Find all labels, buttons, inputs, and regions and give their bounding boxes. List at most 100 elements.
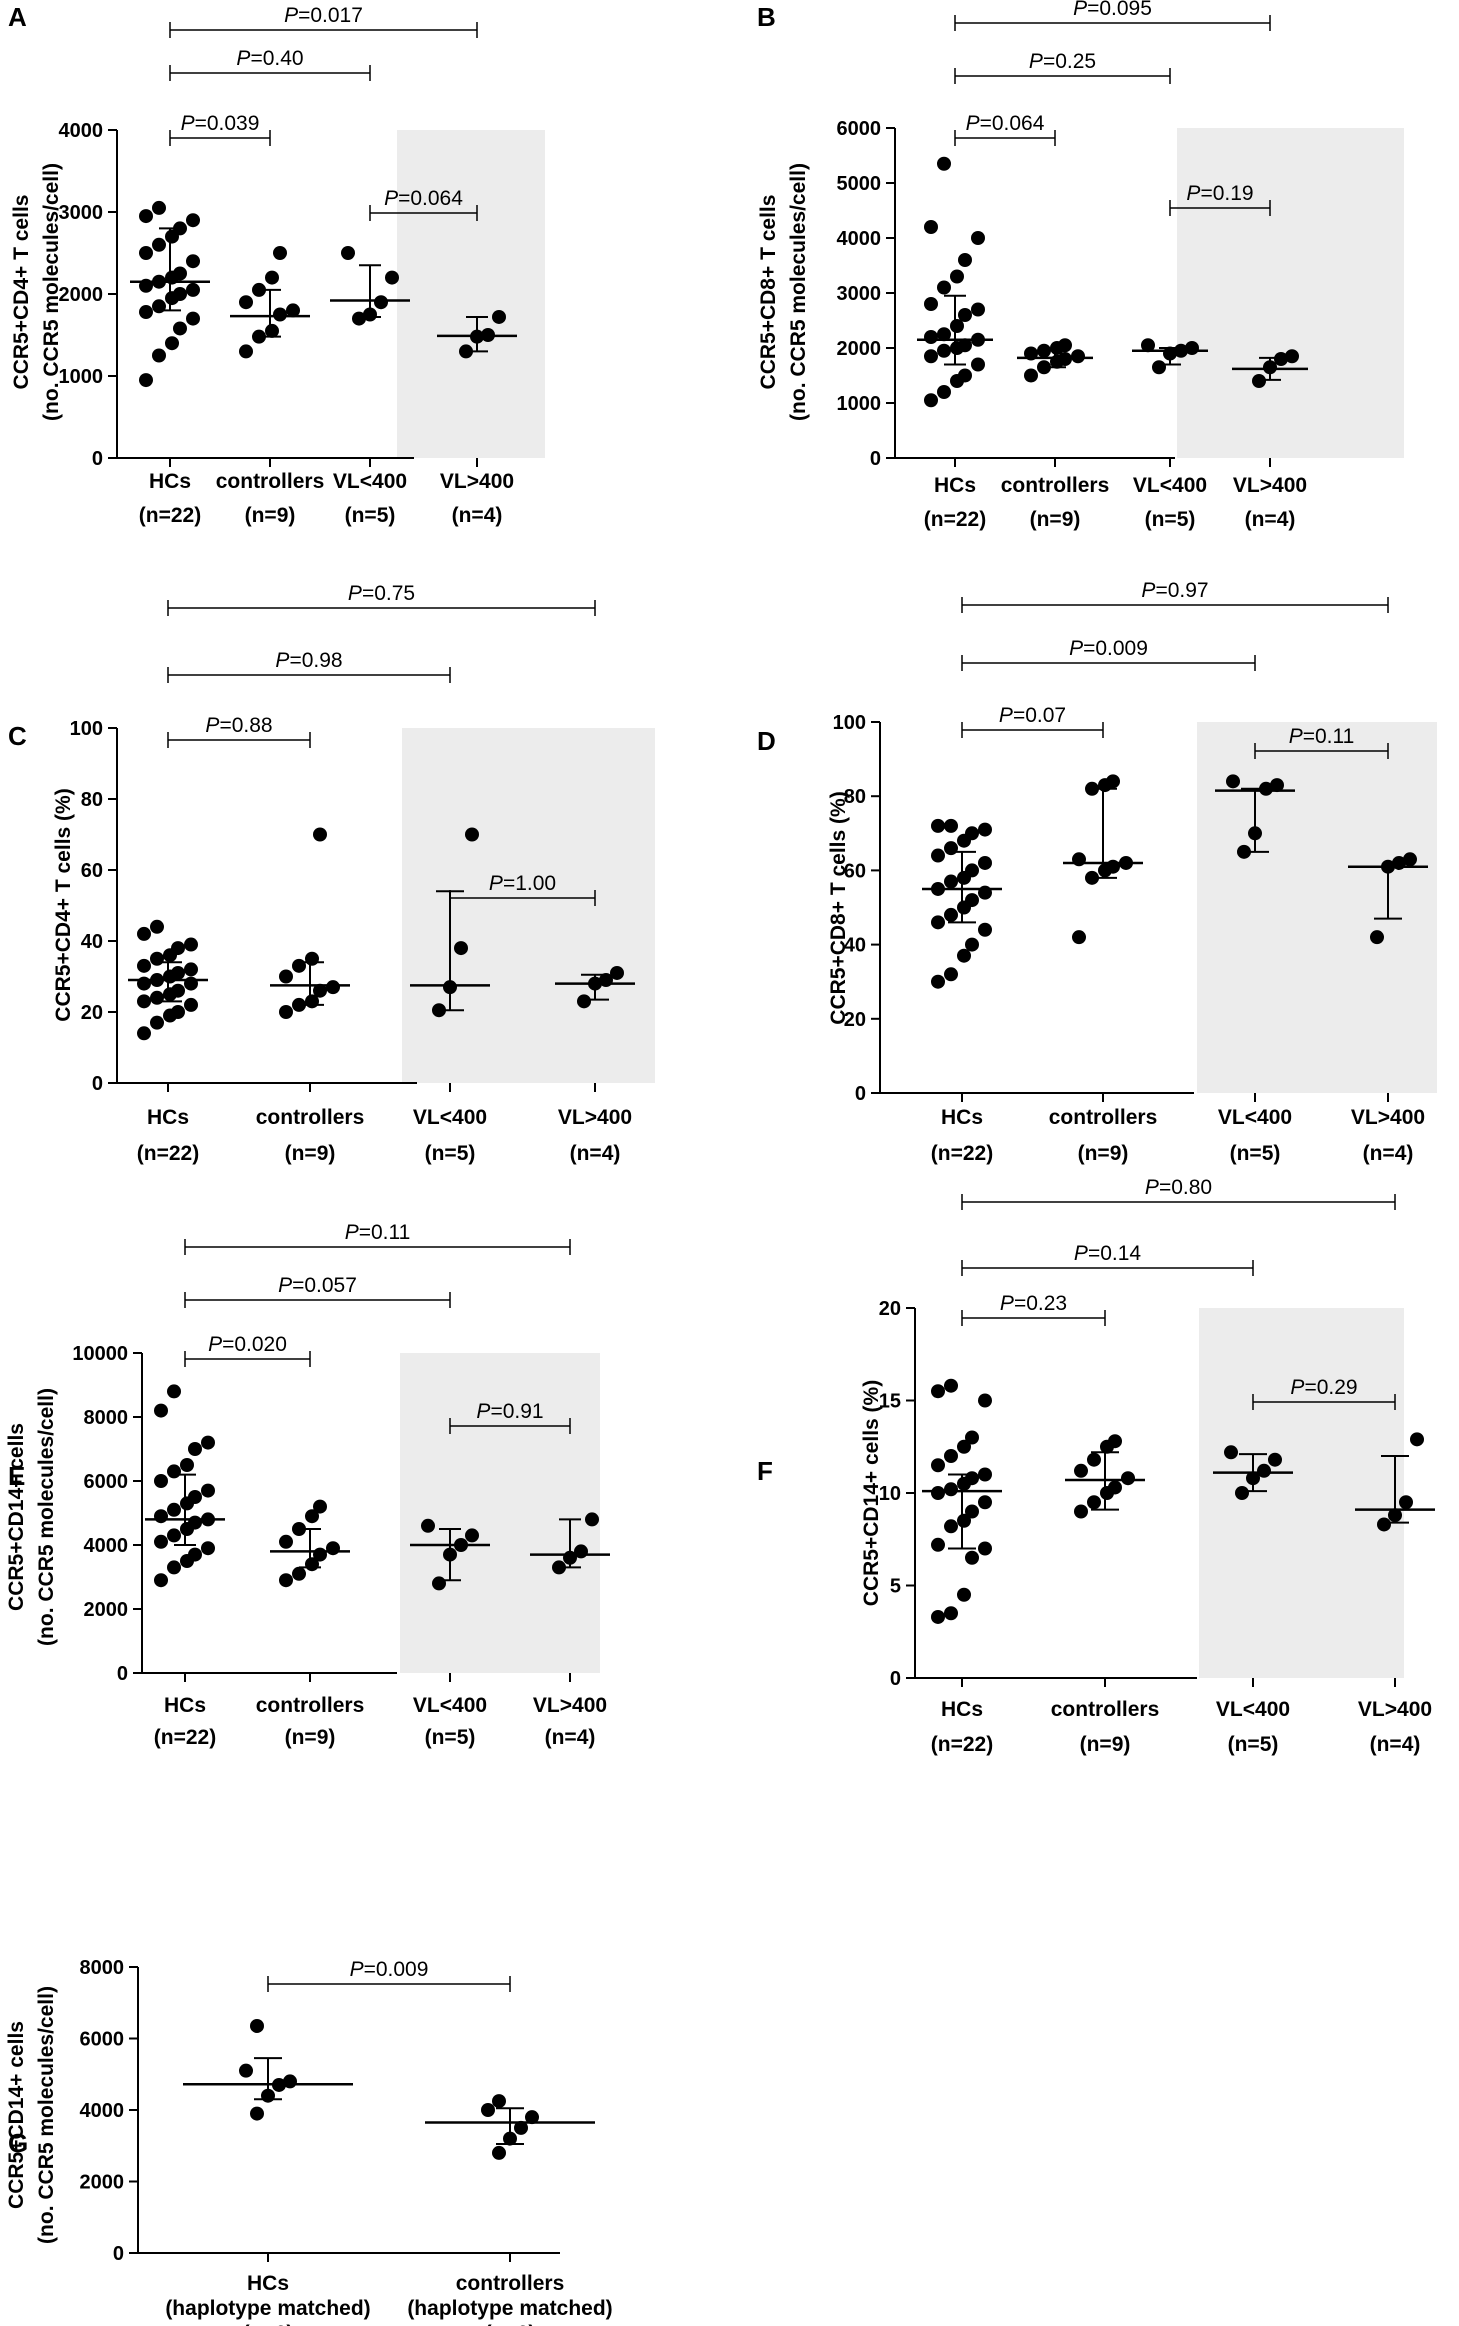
p-value: =0.11 bbox=[1303, 725, 1355, 748]
shaded-region bbox=[400, 1353, 600, 1673]
p-value-label: P=0.07 bbox=[999, 704, 1066, 727]
data-point bbox=[1141, 338, 1155, 353]
data-point bbox=[937, 385, 951, 399]
category-label: (n=6) bbox=[485, 2322, 536, 2326]
p-value: =0.80 bbox=[1159, 1176, 1212, 1199]
data-point bbox=[958, 368, 972, 383]
data-point bbox=[931, 848, 945, 863]
p-value-label: P=0.020 bbox=[208, 1333, 287, 1356]
data-point bbox=[154, 1573, 168, 1588]
p-symbol: P bbox=[284, 4, 298, 27]
category-label: (n=4) bbox=[545, 1726, 596, 1749]
data-point bbox=[1152, 360, 1166, 375]
data-point bbox=[454, 941, 468, 956]
data-point bbox=[958, 253, 972, 267]
p-value: =0.19 bbox=[1200, 182, 1253, 205]
data-point bbox=[965, 826, 979, 841]
category-label: VL>400 bbox=[440, 470, 514, 493]
panel-letter: F bbox=[757, 1456, 773, 1486]
p-value: =0.009 bbox=[364, 1958, 429, 1981]
panel-C: C 0 20 40 60 80 100 CCR5+CD4+ T cells (%) HCs (n=… bbox=[8, 582, 655, 1165]
data-point bbox=[250, 2018, 264, 2033]
data-point bbox=[279, 969, 293, 984]
data-point bbox=[931, 1537, 945, 1552]
category-label: controllers bbox=[1049, 1106, 1158, 1129]
p-value: =0.064 bbox=[398, 187, 463, 210]
data-point bbox=[1072, 930, 1086, 945]
data-point bbox=[150, 1015, 164, 1030]
y-tick-label: 0 bbox=[870, 448, 881, 470]
p-symbol: P bbox=[1289, 725, 1303, 748]
data-point bbox=[1410, 1432, 1424, 1447]
data-point bbox=[944, 1378, 958, 1393]
y-axis-label: CCR5+CD14+ cells bbox=[5, 2021, 28, 2209]
p-value-label: P=1.00 bbox=[489, 872, 556, 895]
y-axis-label: CCR5+CD8+ T cells (%) bbox=[827, 791, 850, 1024]
data-point bbox=[137, 926, 151, 941]
data-point bbox=[313, 983, 327, 998]
data-point bbox=[186, 311, 200, 326]
data-point bbox=[971, 231, 985, 245]
p-symbol: P bbox=[966, 112, 980, 135]
category-label: HCs bbox=[941, 1698, 983, 1721]
p-value: =0.095 bbox=[1087, 0, 1152, 20]
category-label: (haplotype matched) bbox=[407, 2297, 612, 2320]
data-point bbox=[239, 2063, 253, 2078]
y-axis-label: CCR5+CD4+ T cells (%) bbox=[52, 788, 75, 1021]
data-point bbox=[421, 1518, 435, 1533]
category-label: (n=22) bbox=[154, 1726, 216, 1749]
data-point bbox=[150, 951, 164, 966]
data-point bbox=[958, 338, 972, 353]
panel-letter: G bbox=[8, 2128, 28, 2158]
p-symbol: P bbox=[275, 649, 289, 672]
p-symbol: P bbox=[1186, 182, 1200, 205]
category-label: HCs bbox=[149, 470, 191, 493]
data-point bbox=[577, 994, 591, 1009]
data-point bbox=[341, 246, 355, 260]
y-tick-label: 15 bbox=[879, 1391, 901, 1413]
data-point bbox=[139, 373, 153, 388]
data-point bbox=[184, 937, 198, 952]
y-tick-label: 100 bbox=[70, 718, 103, 740]
panel-E: E 0 2000 4000 6000 8000 10000 CCR5+CD14+ cells (… bbox=[5, 1221, 610, 1749]
data-point bbox=[186, 254, 200, 269]
category-label: controllers bbox=[456, 2272, 565, 2295]
data-point bbox=[385, 270, 399, 285]
p-value-label: P=0.039 bbox=[181, 112, 260, 135]
category-label: (n=9) bbox=[245, 504, 296, 527]
panel-G: G 0 2000 4000 6000 8000 CCR5+CD14+ cells (no. C… bbox=[5, 1957, 613, 2326]
y-axis-label: CCR5+CD8+ T cells bbox=[757, 195, 780, 390]
p-symbol: P bbox=[1141, 579, 1155, 602]
category-label: VL>400 bbox=[1351, 1106, 1425, 1129]
data-point bbox=[171, 941, 185, 956]
data-point bbox=[1252, 374, 1266, 388]
shaded-region bbox=[1199, 1308, 1404, 1678]
data-point bbox=[1270, 778, 1284, 793]
data-point bbox=[184, 997, 198, 1012]
data-point bbox=[1226, 774, 1240, 789]
y-axis-label: CCR5+CD14+ cells (%) bbox=[860, 1380, 883, 1606]
y-tick-label: 40 bbox=[844, 935, 866, 957]
data-point bbox=[184, 962, 198, 977]
p-value-label: P=0.19 bbox=[1186, 182, 1253, 205]
category-label: (n=9) bbox=[285, 1142, 336, 1165]
category-label: HCs bbox=[941, 1106, 983, 1129]
category-label: controllers bbox=[1001, 474, 1110, 497]
data-point bbox=[1268, 1452, 1282, 1467]
y-axis-label: CCR5+CD4+ T cells bbox=[10, 195, 33, 390]
data-point bbox=[137, 1026, 151, 1041]
data-point bbox=[279, 1534, 293, 1549]
data-point bbox=[1087, 1452, 1101, 1467]
category-label: (n=4) bbox=[1363, 1142, 1414, 1165]
panel-A: A 0 1000 2000 3000 4000 CCR5+CD4+ T cells (no. … bbox=[8, 2, 545, 527]
data-point bbox=[173, 287, 187, 301]
shaded-region bbox=[402, 728, 655, 1083]
p-value: =0.009 bbox=[1083, 637, 1148, 660]
y-tick-label: 10 bbox=[879, 1483, 901, 1505]
data-point bbox=[432, 1576, 446, 1591]
y-tick-label: 6000 bbox=[837, 118, 882, 140]
y-tick-label: 2000 bbox=[80, 2172, 125, 2194]
p-value-label: P=0.98 bbox=[275, 649, 342, 672]
p-value: =0.98 bbox=[289, 649, 342, 672]
data-point bbox=[1058, 338, 1072, 353]
